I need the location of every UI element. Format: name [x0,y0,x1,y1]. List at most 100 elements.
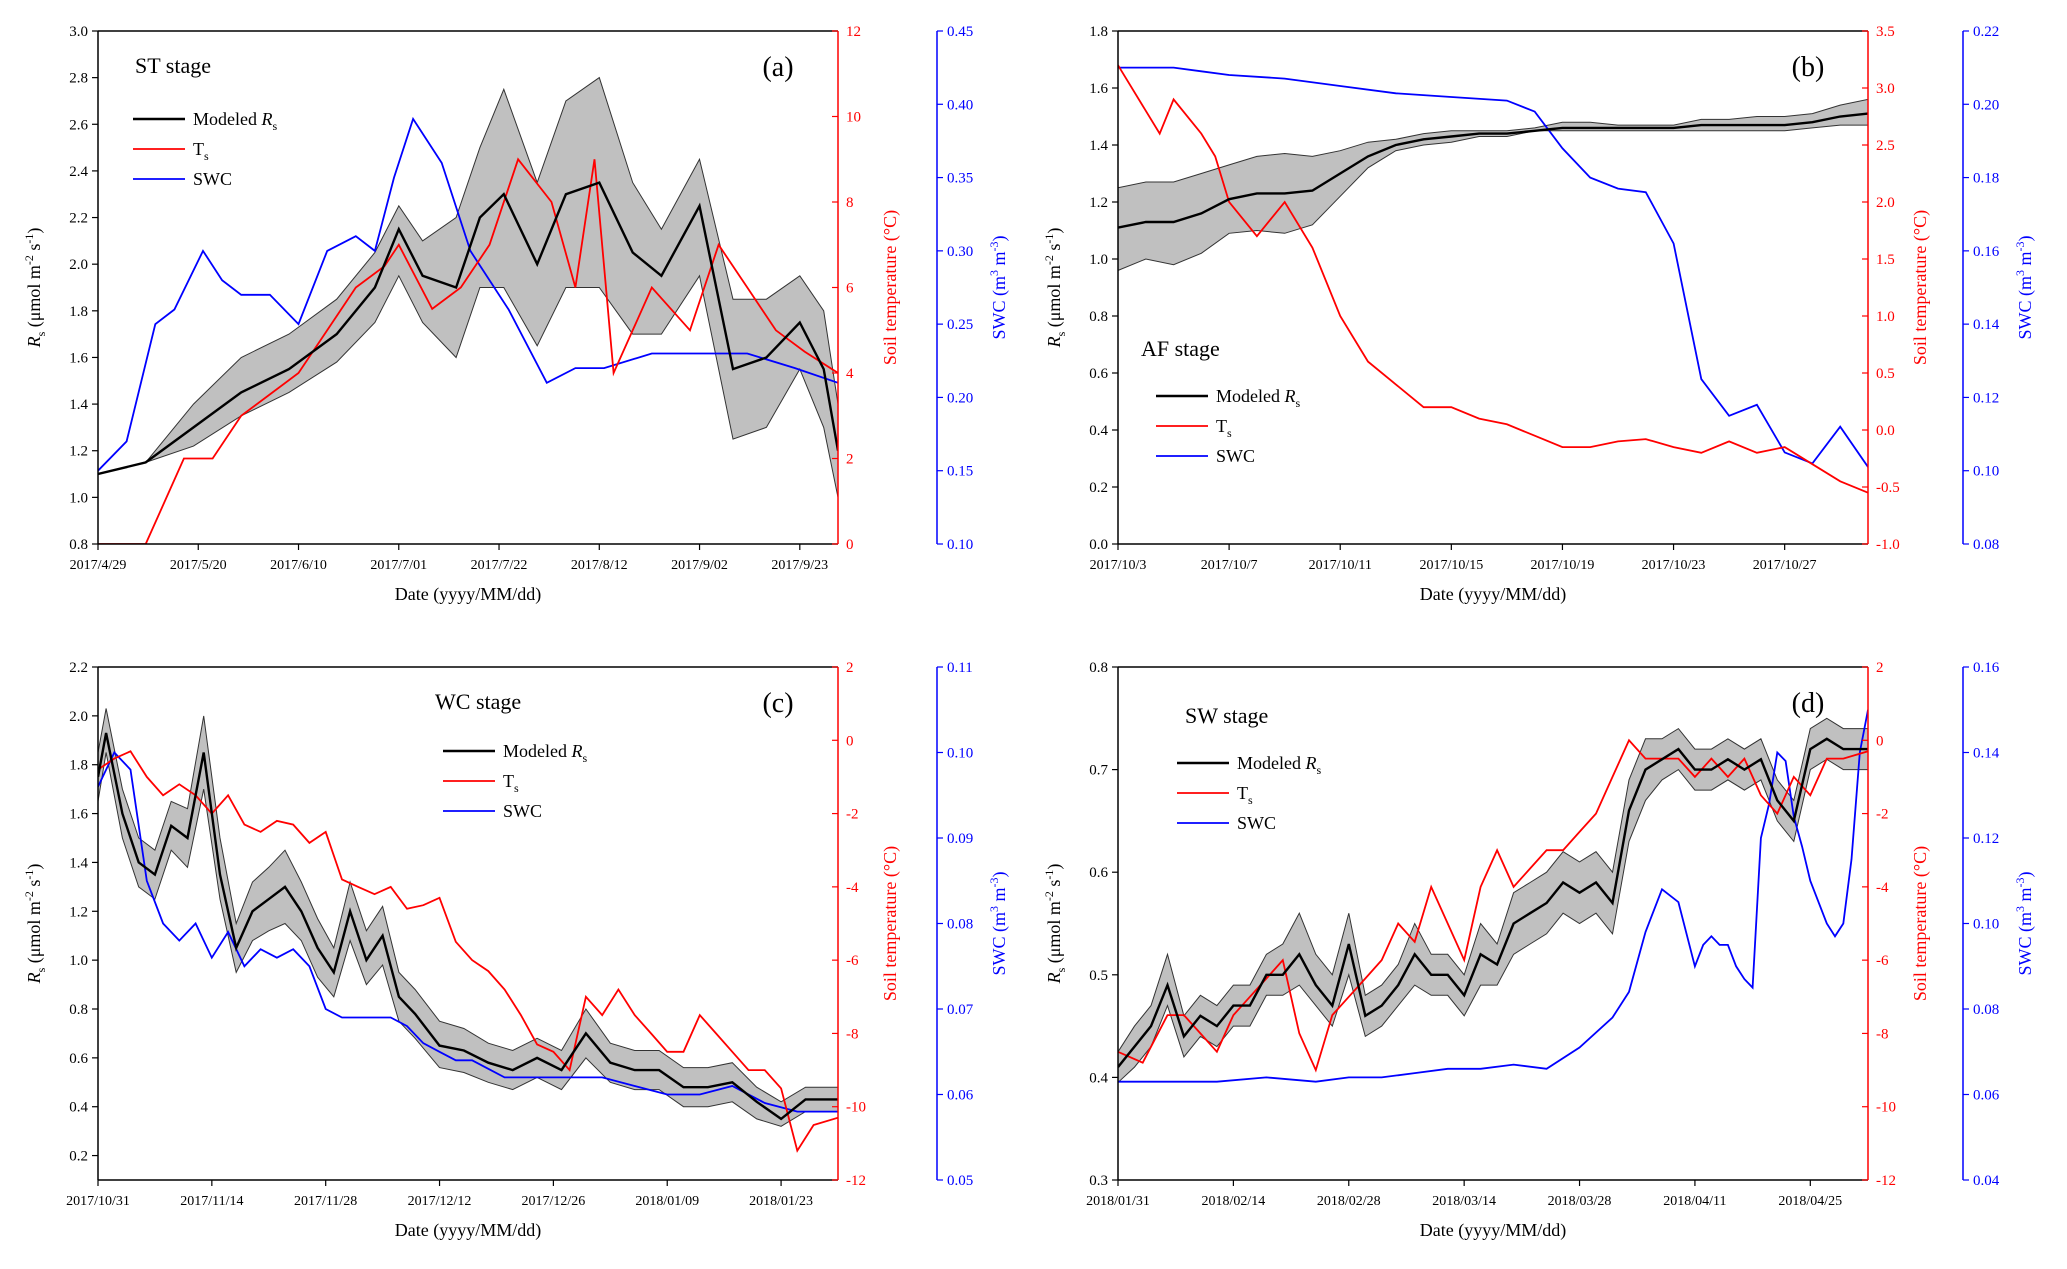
y2-tick-label: 3.5 [1876,24,1895,40]
x-tick-label: 2017/7/01 [370,558,427,573]
y3-tick-label: 0.25 [947,317,973,333]
soil-temperature-line [98,157,838,544]
y-tick-label: 1.4 [69,397,88,413]
x-tick-label: 2017/9/23 [771,558,828,573]
y-tick-label: 0.2 [1089,480,1108,496]
y3-tick-label: 0.30 [947,244,973,260]
swc-line [98,116,838,472]
y-tick-label: 1.4 [1089,138,1108,154]
y-tick-label: 1.0 [1089,252,1108,268]
y2-tick-label: -2 [1876,807,1889,823]
y-tick-label: 0.4 [69,1100,88,1116]
x-tick-label: 2017/12/12 [408,1194,472,1209]
legend: Modeled Rs Ts SWC [133,109,277,189]
y-tick-label: 0.7 [1089,763,1108,779]
x-tick-label: 2017/6/10 [270,558,327,573]
y-axis-label: Rs (μmol m-2 s-1) [22,864,48,985]
y3-tick-label: 0.18 [1973,171,1999,187]
stage-label: AF stage [1141,336,1220,361]
y-tick-label: 1.8 [69,304,88,320]
stage-label: SW stage [1185,703,1268,728]
y2-axis-label: Soil temperature (°C) [1910,846,1931,1001]
x-tick-label: 2017/10/27 [1753,558,1817,573]
y-tick-label: 1.4 [69,855,88,871]
y-axis-label: Rs (μmol m-2 s-1) [1042,228,1068,349]
y3-tick-label: 0.22 [1973,24,1999,40]
y3-tick-label: 0.08 [1973,537,1999,553]
y3-tick-label: 0.10 [1973,464,1999,480]
y2-tick-label: 1.5 [1876,252,1895,268]
y-axis-label: Rs (μmol m-2 s-1) [1042,864,1068,985]
plot-area [98,76,838,544]
y2-tick-label: 8 [846,195,854,211]
rs-uncertainty-band [1118,717,1868,1084]
y2-tick-label: 0 [846,537,854,553]
x-tick-label: 2018/01/31 [1086,1194,1150,1209]
legend-swc-label: SWC [193,169,232,189]
y-tick-label: 0.5 [1089,968,1108,984]
panel-label: (d) [1792,688,1825,719]
y2-tick-label: 0 [846,733,854,749]
chart-panel-b: 2017/10/3 2017/10/7 2017/10/11 2017/10/15 20… [1042,24,2036,605]
y2-tick-label: 2.5 [1876,138,1895,154]
y3-tick-label: 0.05 [947,1173,973,1189]
y3-tick-label: 0.10 [947,537,973,553]
y2-tick-label: -4 [1876,880,1889,896]
y-tick-label: 1.2 [69,904,88,920]
y-tick-label: 0.4 [1089,423,1108,439]
rs-uncertainty-band [98,76,838,498]
y2-tick-label: 2 [1876,660,1884,676]
y3-axis-label: SWC (m3 m-3) [2013,871,2036,975]
y2-tick-label: -12 [1876,1173,1896,1189]
y3-tick-label: 0.12 [1973,831,1999,847]
soil-temperature-line [1118,738,1868,1073]
legend-swc-label: SWC [503,801,542,821]
y2-tick-label: 2 [846,452,854,468]
y-axis-label: Rs (μmol m-2 s-1) [22,228,48,349]
x-tick-label: 2018/01/23 [749,1194,813,1209]
y-tick-label: 1.2 [1089,195,1108,211]
x-tick-label: 2017/10/7 [1201,558,1258,573]
y2-axis-label: Soil temperature (°C) [880,210,901,365]
y3-tick-label: 0.07 [947,1002,974,1018]
x-tick-label: 2018/01/09 [635,1194,699,1209]
y3-tick-label: 0.09 [947,831,973,847]
x-tick-label: 2018/04/11 [1663,1194,1726,1209]
y-tick-label: 1.2 [69,444,88,460]
x-tick-label: 2018/02/28 [1317,1194,1381,1209]
y-tick-label: 1.8 [1089,24,1108,40]
x-tick-label: 2018/03/28 [1548,1194,1612,1209]
y-tick-label: 0.2 [69,1149,88,1165]
legend-swc-label: SWC [1216,446,1255,466]
x-tick-label: 2018/04/25 [1778,1194,1842,1209]
legend-ts-label: Ts [193,139,209,163]
stage-label: ST stage [135,53,211,78]
x-tick-label: 2017/10/31 [66,1194,130,1209]
x-tick-label: 2017/7/22 [471,558,528,573]
y2-tick-label: -1.0 [1876,537,1900,553]
legend-ts-label: Ts [1216,416,1232,440]
y3-tick-label: 0.20 [1973,97,1999,113]
y3-axis-label: SWC (m3 m-3) [987,235,1010,339]
y-tick-label: 0.6 [69,1051,88,1067]
y-tick-label: 0.6 [1089,366,1108,382]
legend-modeled-rs-label: Modeled Rs [1216,386,1300,410]
y-tick-label: 0.8 [1089,660,1108,676]
y2-tick-label: 0 [1876,733,1884,749]
x-axis-label: Date (yyyy/MM/dd) [395,1220,541,1241]
y2-tick-label: 0.0 [1876,423,1895,439]
y2-tick-label: -8 [1876,1026,1889,1042]
y3-tick-label: 0.06 [947,1088,974,1104]
panel-label: (c) [762,688,793,719]
x-tick-label: 2017/10/3 [1090,558,1147,573]
y-tick-label: 2.2 [69,660,88,676]
y2-axis-label: Soil temperature (°C) [880,846,901,1001]
y-tick-label: 1.0 [69,490,88,506]
y2-tick-label: -12 [846,1173,866,1189]
legend: Modeled Rs Ts SWC [1156,386,1300,466]
y3-tick-label: 0.16 [1973,244,2000,260]
y-tick-label: 2.6 [69,117,88,133]
y3-tick-label: 0.12 [1973,390,1999,406]
y-tick-label: 0.4 [1089,1070,1108,1086]
